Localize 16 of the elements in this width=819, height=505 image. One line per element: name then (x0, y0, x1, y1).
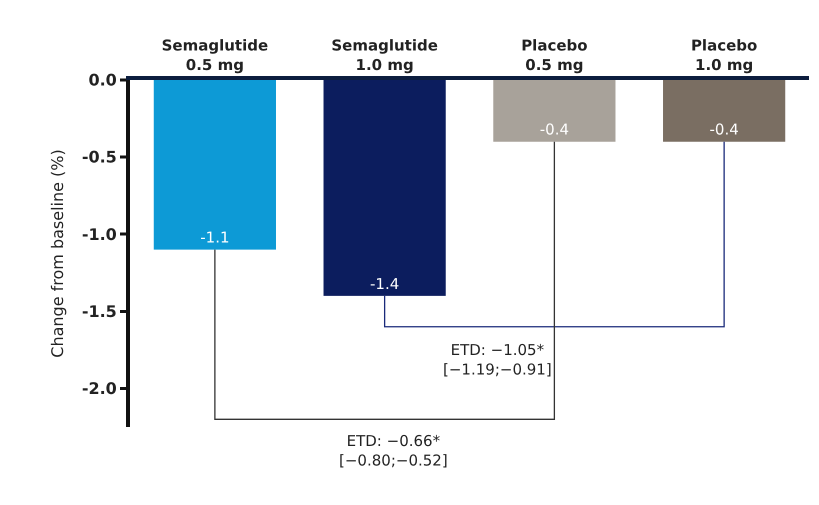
y-tick-label: -1.0 (82, 224, 117, 244)
x-tick-label: Semaglutide 0.5 mg (162, 36, 268, 74)
x-tick-label: Placebo 0.5 mg (521, 36, 588, 74)
data-label: -0.4 (709, 120, 739, 139)
y-tick-label: 0.0 (88, 70, 117, 90)
data-label: -1.1 (200, 228, 230, 247)
y-tick-label: -2.0 (82, 379, 117, 398)
annotation: ETD: −1.05* [−1.19;−0.91] (443, 341, 552, 378)
y-tick-label: -1.5 (82, 302, 117, 321)
x-tick-label: Semaglutide 1.0 mg (331, 36, 438, 74)
text: ETD: −0.66* [−0.80;−0.52] (339, 432, 448, 470)
y-tick-label: -0.5 (82, 148, 117, 167)
data-label: -1.4 (370, 274, 400, 293)
y-axis-title: Change from baseline (%) (48, 149, 68, 358)
x-tick-label: Placebo 1.0 mg (690, 36, 758, 74)
data-label: -0.4 (540, 120, 570, 139)
